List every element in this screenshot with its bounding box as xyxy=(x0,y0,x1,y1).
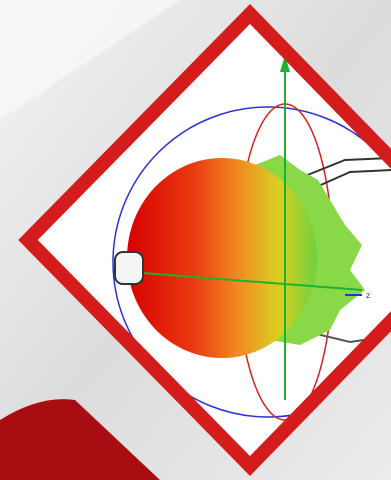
probe-tip xyxy=(114,251,144,285)
blue-circle xyxy=(112,106,391,418)
main-lobe xyxy=(127,158,317,358)
axis-label: z xyxy=(366,291,370,300)
corner-shape xyxy=(0,399,160,480)
light-panel xyxy=(0,0,180,120)
pattern-view: z xyxy=(112,55,391,421)
x-axis xyxy=(129,271,363,291)
diamond-frame xyxy=(18,3,391,477)
axis-arrow xyxy=(280,55,290,72)
